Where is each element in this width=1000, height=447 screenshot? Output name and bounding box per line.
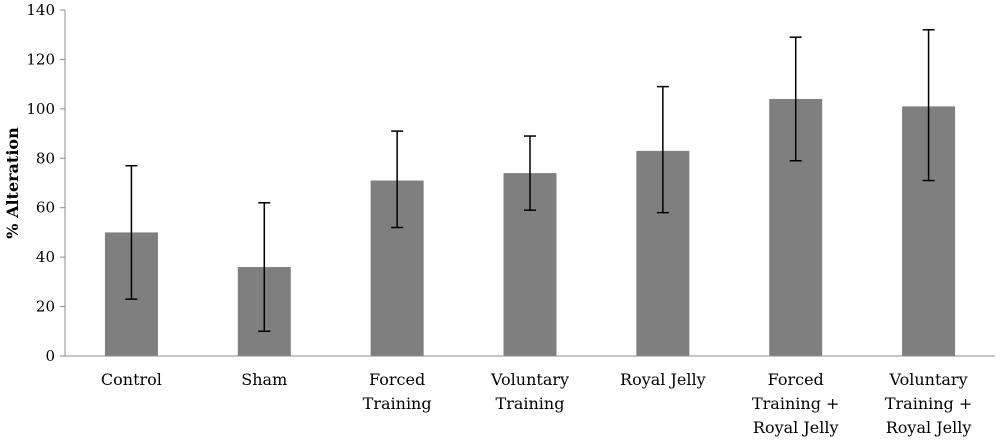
x-tick-label: Royal Jelly	[620, 370, 706, 389]
x-tick-label-line: Sham	[241, 370, 287, 389]
x-tick-label-line: Training	[496, 394, 565, 413]
y-axis-ticks: 0 20 40 60 80 100 120 140	[26, 1, 65, 365]
x-tick-label-line: Control	[101, 370, 162, 389]
x-tick-label-line: Forced	[768, 370, 824, 389]
x-tick-label-line: Voluntary	[889, 370, 968, 389]
x-tick-label: Voluntary Training + Royal Jelly	[885, 370, 972, 437]
x-tick-label: Voluntary Training	[490, 370, 569, 413]
x-tick-label-line: Royal Jelly	[753, 418, 839, 437]
x-tick-label-line: Training	[363, 394, 432, 413]
error-bar	[125, 164, 138, 300]
y-tick-label: 140	[26, 1, 55, 19]
y-tick-label: 0	[45, 347, 55, 365]
x-tick-label-line: Training +	[885, 394, 972, 413]
x-tick-label: Forced Training	[363, 370, 432, 413]
error-bar	[391, 130, 404, 229]
x-tick-label-line: Royal Jelly	[620, 370, 706, 389]
error-bar	[524, 135, 536, 211]
y-tick-label: 120	[26, 50, 55, 68]
x-tick-label: Forced Training + Royal Jelly	[752, 370, 839, 437]
y-tick-label: 40	[36, 248, 55, 266]
y-tick-label: 20	[36, 298, 55, 316]
y-axis-title: % Alteration	[3, 127, 22, 239]
x-tick-label-line: Royal Jelly	[886, 418, 972, 437]
error-bar	[789, 36, 802, 162]
x-tick-label-line: Training +	[752, 394, 839, 413]
x-tick-label: Control	[101, 370, 162, 389]
error-bars	[125, 29, 935, 333]
y-tick-label: 80	[36, 149, 55, 167]
x-tick-label: Sham	[241, 370, 287, 389]
x-tick-label-line: Forced	[369, 370, 425, 389]
error-bar	[258, 202, 271, 333]
y-tick-label: 100	[26, 100, 55, 118]
y-tick-label: 60	[36, 199, 55, 217]
error-bar	[922, 29, 935, 182]
x-tick-label-line: Voluntary	[490, 370, 569, 389]
x-axis-labels: Control Sham Forced Training Voluntary Traini…	[101, 370, 972, 437]
error-bar	[656, 85, 669, 214]
